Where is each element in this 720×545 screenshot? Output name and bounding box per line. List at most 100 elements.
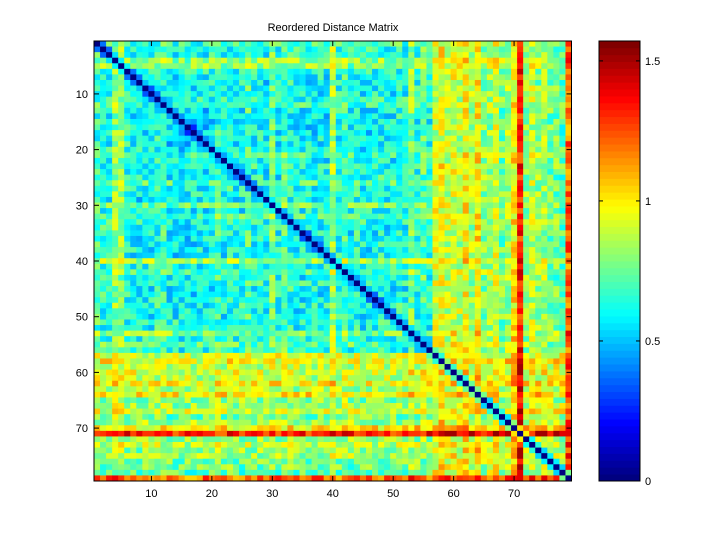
heatmap-cell (226, 79, 234, 86)
heatmap-cell (136, 185, 143, 192)
heatmap-cell (220, 135, 228, 142)
heatmap-cell (208, 79, 216, 86)
heatmap-cell (251, 113, 258, 120)
heatmap-cell (142, 118, 149, 125)
heatmap-cell (462, 380, 470, 387)
heatmap-cell (317, 336, 325, 343)
heatmap-cell (426, 79, 433, 86)
heatmap-cell (305, 152, 312, 159)
heatmap-cell (414, 135, 421, 142)
heatmap-cell (408, 297, 415, 304)
heatmap-cell (299, 124, 306, 131)
heatmap-cell (196, 169, 204, 176)
heatmap-cell (178, 352, 186, 359)
heatmap-cell (535, 85, 542, 92)
heatmap-cell (486, 141, 494, 148)
heatmap-cell (208, 52, 216, 59)
heatmap-cell (492, 91, 500, 98)
heatmap-cell (251, 74, 258, 81)
heatmap-cell (517, 224, 524, 231)
heatmap-cell (287, 52, 294, 59)
heatmap-cell (323, 41, 331, 47)
heatmap-cell (311, 130, 319, 137)
heatmap-cell (154, 46, 161, 53)
heatmap-cell (396, 63, 403, 70)
heatmap-cell (118, 308, 125, 315)
heatmap-cell (365, 325, 373, 332)
heatmap-cell (559, 118, 566, 125)
heatmap-cell (172, 358, 180, 365)
heatmap-cell (305, 96, 312, 103)
heatmap-cell (142, 180, 149, 187)
heatmap-cell (420, 102, 427, 109)
heatmap-cell (142, 157, 149, 164)
heatmap-cell (311, 274, 319, 281)
heatmap-cell (130, 52, 137, 59)
heatmap-cell (378, 330, 385, 337)
heatmap-cell (202, 169, 210, 176)
heatmap-cell (535, 169, 542, 176)
heatmap-cell (311, 213, 319, 220)
heatmap-cell (329, 135, 337, 142)
heatmap-cell (541, 375, 548, 382)
heatmap-cell (547, 202, 554, 209)
heatmap-cell (438, 252, 445, 259)
heatmap-cell (317, 113, 325, 120)
heatmap-cell (136, 219, 143, 226)
heatmap-cell (184, 74, 192, 81)
heatmap-cell (130, 152, 137, 159)
heatmap-cell (154, 135, 161, 142)
heatmap-cell (94, 358, 101, 365)
heatmap-cell (190, 308, 198, 315)
heatmap-cell (486, 313, 494, 320)
heatmap-cell (190, 113, 198, 120)
heatmap-cell (281, 141, 288, 148)
heatmap-cell (263, 224, 270, 231)
heatmap-cell (335, 330, 343, 337)
heatmap-cell (124, 258, 131, 265)
heatmap-cell (480, 102, 488, 109)
heatmap-cell (341, 386, 349, 393)
heatmap-cell (353, 352, 361, 359)
heatmap-cell (402, 235, 409, 242)
heatmap-cell (269, 185, 276, 192)
heatmap-cell (517, 297, 524, 304)
heatmap-cell (311, 358, 319, 365)
heatmap-cell (323, 319, 331, 326)
heatmap-cell (468, 41, 476, 47)
heatmap-cell (317, 291, 325, 298)
heatmap-cell (505, 247, 512, 254)
heatmap-cell (553, 269, 560, 276)
heatmap-cell (456, 63, 464, 70)
heatmap-cell (541, 358, 548, 365)
heatmap-cell (511, 219, 518, 226)
heatmap-cell (335, 152, 343, 159)
heatmap-cell (341, 191, 349, 198)
heatmap-cell (112, 208, 119, 215)
heatmap-cell (517, 247, 524, 254)
heatmap-cell (184, 219, 192, 226)
heatmap-cell (565, 230, 572, 237)
heatmap-cell (462, 135, 470, 142)
heatmap-cell (293, 280, 300, 287)
heatmap-cell (365, 196, 373, 203)
heatmap-cell (154, 224, 161, 231)
heatmap-cell (559, 286, 566, 293)
heatmap-cell (480, 41, 488, 47)
heatmap-cell (148, 52, 155, 59)
heatmap-cell (293, 208, 300, 215)
heatmap-cell (317, 191, 325, 198)
heatmap-cell (172, 219, 180, 226)
heatmap-cell (541, 196, 548, 203)
heatmap-cell (202, 208, 210, 215)
heatmap-cell (541, 219, 548, 226)
heatmap-cell (426, 247, 433, 254)
heatmap-cell (541, 302, 548, 309)
heatmap-cell (287, 241, 294, 248)
heatmap-cell (474, 352, 482, 359)
heatmap-cell (347, 224, 355, 231)
heatmap-cell (202, 91, 210, 98)
heatmap-cell (106, 174, 113, 181)
heatmap-cell (118, 113, 125, 120)
heatmap-cell (166, 308, 173, 315)
